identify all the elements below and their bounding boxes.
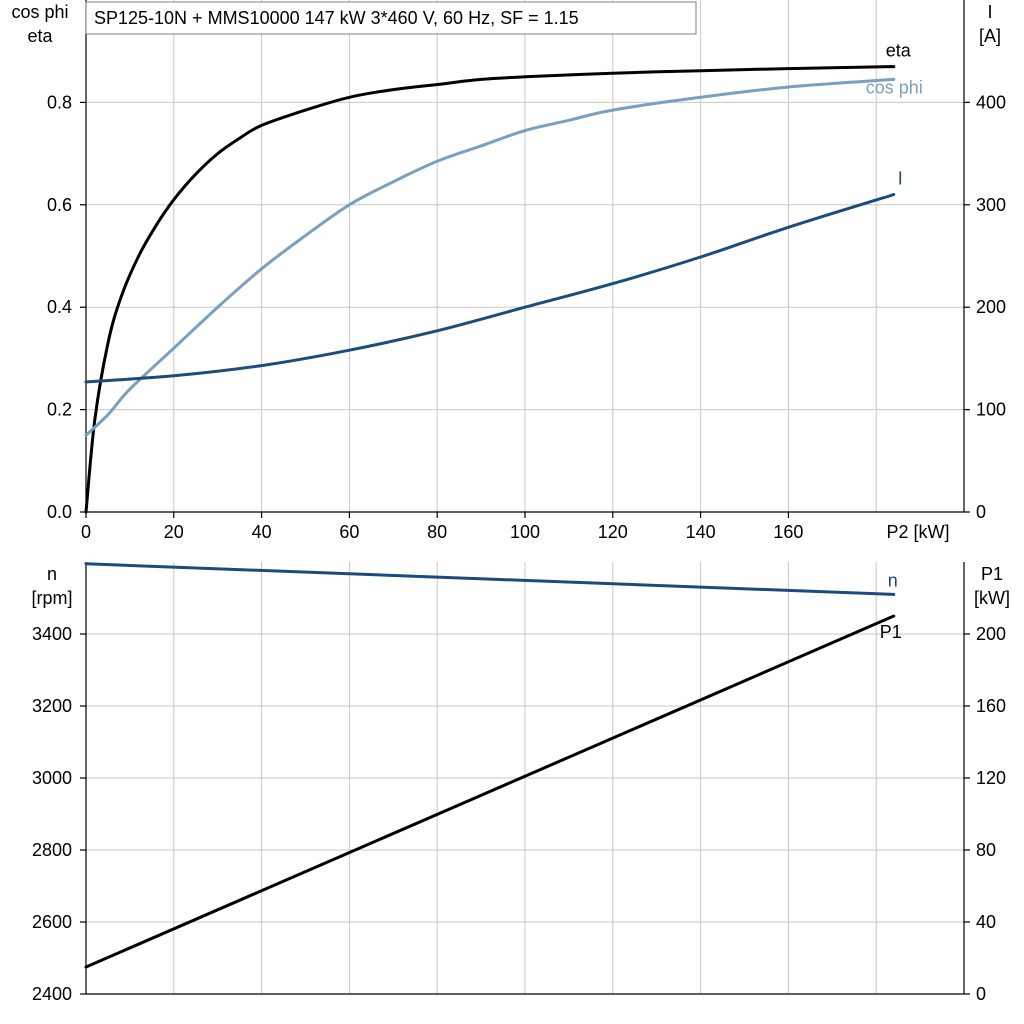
chart-title-box: SP125-10N + MMS10000 147 kW 3*460 V, 60 … — [85, 1, 697, 35]
left-axis-label: n — [47, 564, 57, 584]
right-tick-label: 300 — [976, 195, 1006, 215]
left-tick-label: 3400 — [32, 624, 72, 644]
x-tick-label: 120 — [598, 522, 628, 542]
right-tick-label: 160 — [976, 696, 1006, 716]
left-tick-label: 3200 — [32, 696, 72, 716]
chart-title: SP125-10N + MMS10000 147 kW 3*460 V, 60 … — [94, 8, 579, 28]
series-label-cos-phi: cos phi — [866, 77, 923, 97]
right-axis-label: [kW] — [974, 588, 1010, 608]
series-line-p1 — [84, 614, 896, 969]
right-tick-label: 0 — [976, 984, 986, 1004]
series-line-cos-phi — [84, 77, 896, 437]
right-axis-label: I — [987, 2, 992, 22]
upper-panel: 0.0 0.2 0.4 0.6 0.8 0 100 200 300 400 0 20 40 60 80 100… — [11, 0, 1006, 542]
right-axis-label: P1 — [981, 564, 1003, 584]
left-axis-label: cos phi — [11, 2, 68, 22]
left-tick-label: 0.0 — [47, 502, 72, 522]
x-tick-label: 80 — [427, 522, 447, 542]
series-label-i: I — [898, 169, 903, 189]
x-tick-label: 140 — [686, 522, 716, 542]
series-line-i — [84, 193, 896, 384]
right-tick-label: 120 — [976, 768, 1006, 788]
left-tick-label: 2400 — [32, 984, 72, 1004]
x-tick-label: 60 — [339, 522, 359, 542]
x-tick-label: 20 — [164, 522, 184, 542]
left-tick-label: 0.6 — [47, 195, 72, 215]
x-tick-label: 160 — [773, 522, 803, 542]
series-label-eta: eta — [886, 41, 912, 61]
series-label-p1: P1 — [880, 622, 902, 642]
left-axis-label: eta — [27, 26, 53, 46]
x-tick-label: 0 — [81, 522, 91, 542]
right-tick-label: 40 — [976, 912, 996, 932]
lower-panel: 2400 2600 2800 3000 3200 3400 0 40 80 120 160 200 n [… — [31, 562, 1010, 1004]
right-tick-label: 100 — [976, 400, 1006, 420]
right-tick-label: 200 — [976, 624, 1006, 644]
series-label-n: n — [888, 570, 898, 590]
right-tick-label: 400 — [976, 92, 1006, 112]
left-tick-label: 2600 — [32, 912, 72, 932]
right-tick-label: 80 — [976, 840, 996, 860]
x-axis-label: P2 [kW] — [886, 522, 949, 542]
left-tick-label: 0.8 — [47, 92, 72, 112]
left-tick-label: 0.2 — [47, 400, 72, 420]
right-tick-label: 0 — [976, 502, 986, 522]
series-line-eta — [84, 65, 896, 514]
right-axis-label: [A] — [979, 26, 1001, 46]
x-tick-label: 40 — [252, 522, 272, 542]
left-tick-label: 3000 — [32, 768, 72, 788]
left-tick-label: 0.4 — [47, 297, 72, 317]
left-tick-label: 2800 — [32, 840, 72, 860]
x-tick-label: 100 — [510, 522, 540, 542]
right-tick-label: 200 — [976, 297, 1006, 317]
series-line-n — [84, 562, 896, 596]
left-axis-label: [rpm] — [31, 588, 72, 608]
